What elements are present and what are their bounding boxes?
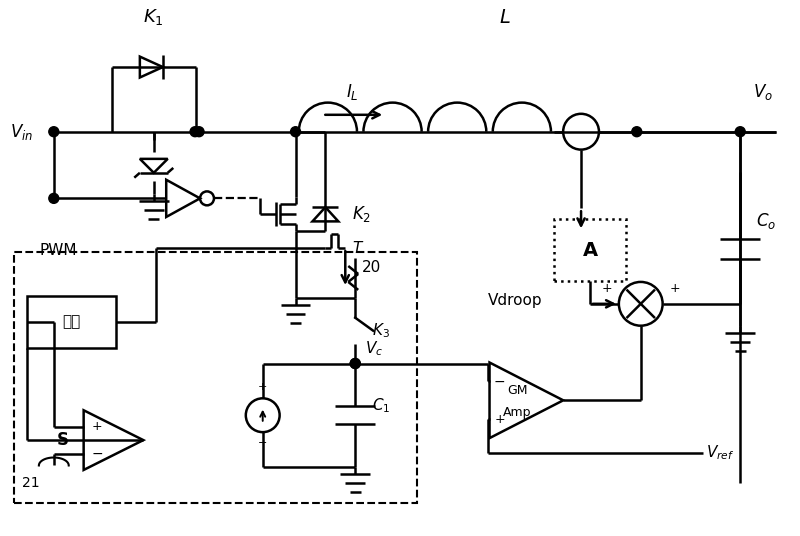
Circle shape bbox=[735, 126, 746, 137]
Text: +: + bbox=[494, 413, 505, 426]
Circle shape bbox=[290, 126, 301, 137]
Text: $L$: $L$ bbox=[498, 8, 510, 27]
Text: 21: 21 bbox=[22, 476, 39, 490]
Text: PWM: PWM bbox=[40, 243, 78, 258]
Text: $I_L$: $I_L$ bbox=[346, 82, 358, 102]
Bar bbox=[14, 252, 417, 503]
Text: 20: 20 bbox=[362, 260, 382, 276]
Text: $V_o$: $V_o$ bbox=[753, 82, 773, 102]
Text: −: − bbox=[91, 446, 103, 460]
Text: +: + bbox=[602, 282, 612, 295]
Circle shape bbox=[49, 193, 58, 203]
Bar bbox=[27, 296, 117, 347]
Text: +: + bbox=[670, 282, 680, 295]
Text: $V_{in}$: $V_{in}$ bbox=[10, 122, 34, 142]
Text: +: + bbox=[258, 382, 267, 392]
Circle shape bbox=[190, 126, 200, 137]
Text: −: − bbox=[258, 438, 267, 448]
Text: +: + bbox=[92, 420, 102, 433]
Text: A: A bbox=[582, 241, 598, 259]
Circle shape bbox=[632, 126, 642, 137]
Bar bbox=[554, 219, 626, 281]
Circle shape bbox=[350, 359, 360, 368]
Text: $K_2$: $K_2$ bbox=[352, 204, 371, 224]
Text: $T$: $T$ bbox=[352, 240, 365, 256]
Circle shape bbox=[350, 359, 360, 368]
Text: $C_1$: $C_1$ bbox=[372, 396, 390, 415]
Text: GM: GM bbox=[507, 384, 528, 397]
Text: $V_c$: $V_c$ bbox=[365, 339, 383, 358]
Text: $V_{ref}$: $V_{ref}$ bbox=[706, 444, 735, 463]
Text: −: − bbox=[494, 375, 506, 389]
Circle shape bbox=[49, 126, 58, 137]
Text: 相移: 相移 bbox=[62, 314, 81, 329]
Text: $K_1$: $K_1$ bbox=[143, 8, 164, 27]
Text: Amp: Amp bbox=[503, 406, 532, 419]
Text: Vdroop: Vdroop bbox=[487, 293, 542, 308]
Text: $C_o$: $C_o$ bbox=[756, 211, 776, 231]
Circle shape bbox=[194, 126, 204, 137]
Text: $K_3$: $K_3$ bbox=[372, 321, 390, 340]
Text: S: S bbox=[57, 431, 69, 449]
